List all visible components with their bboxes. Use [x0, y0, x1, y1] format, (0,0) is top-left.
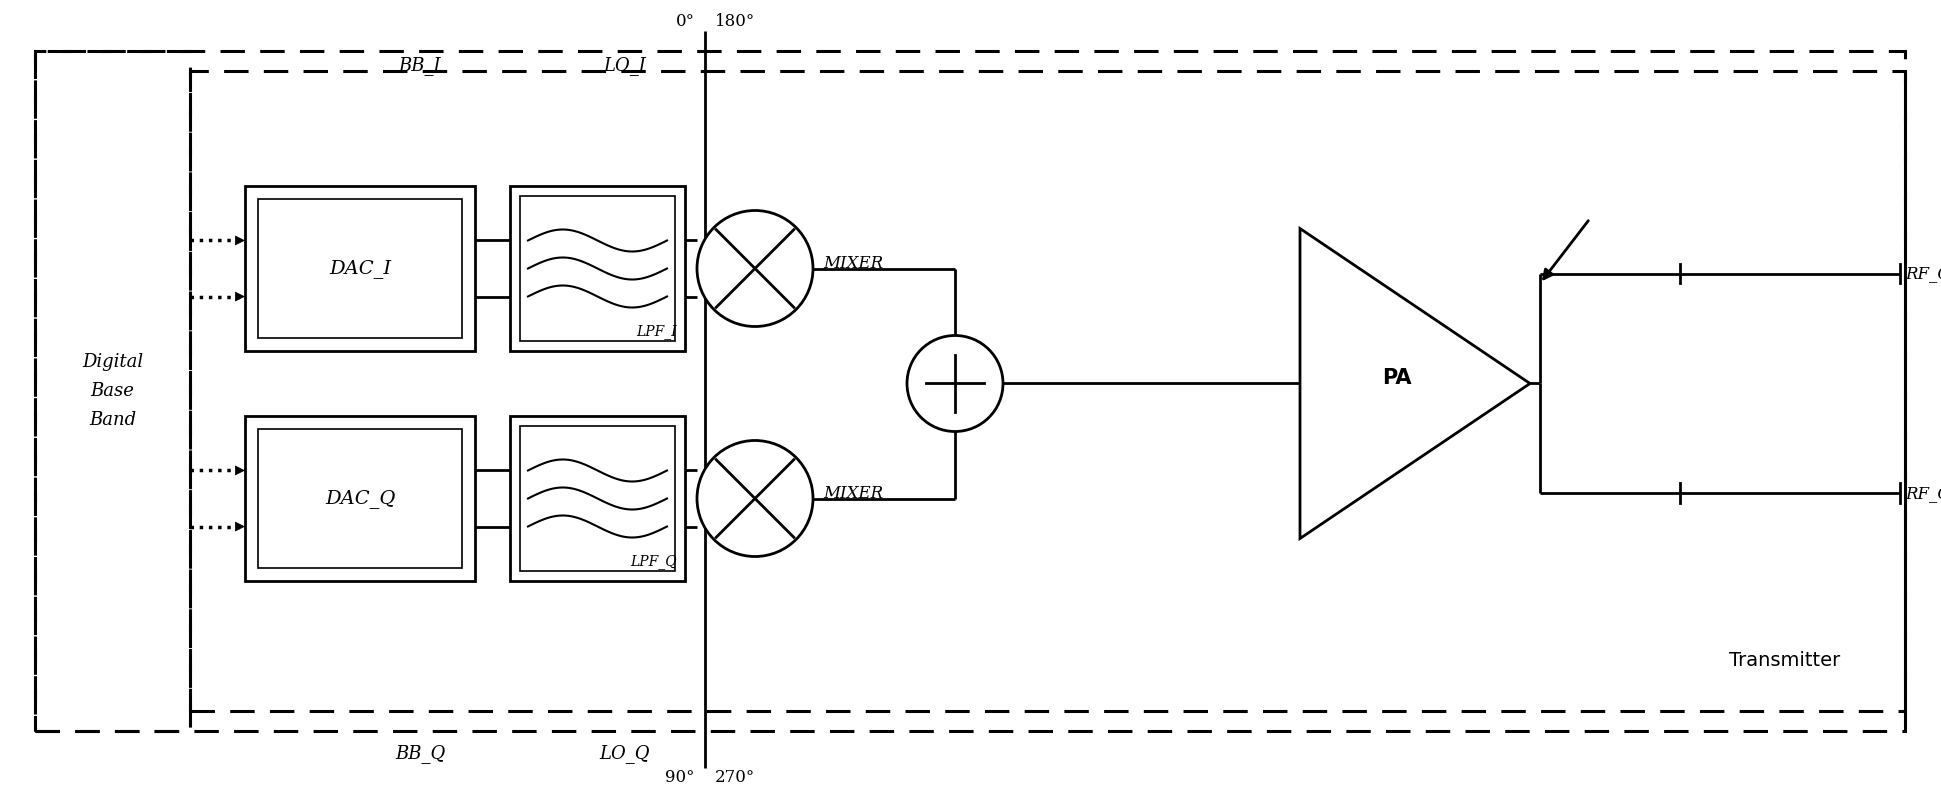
Text: Digital
Base
Band: Digital Base Band — [82, 353, 144, 429]
Polygon shape — [245, 186, 476, 351]
Text: LPF_I: LPF_I — [637, 324, 677, 339]
Polygon shape — [258, 199, 462, 338]
Text: MIXER: MIXER — [823, 255, 883, 272]
Circle shape — [697, 211, 813, 326]
Text: MIXER: MIXER — [823, 485, 883, 502]
Text: 0°: 0° — [675, 13, 695, 30]
Polygon shape — [510, 416, 685, 581]
Text: 270°: 270° — [714, 769, 755, 786]
Polygon shape — [1300, 229, 1530, 538]
Text: DAC_Q: DAC_Q — [324, 489, 396, 508]
Text: 180°: 180° — [714, 13, 755, 30]
Text: LO_Q: LO_Q — [600, 744, 650, 763]
Text: LO_I: LO_I — [604, 57, 646, 75]
Circle shape — [697, 440, 813, 556]
Text: RF_OUTP: RF_OUTP — [1904, 265, 1941, 282]
Polygon shape — [520, 426, 675, 571]
Text: PA: PA — [1382, 369, 1411, 388]
Text: DAC_I: DAC_I — [328, 259, 390, 278]
Polygon shape — [510, 186, 685, 351]
Circle shape — [906, 336, 1003, 432]
Text: LPF_Q: LPF_Q — [631, 554, 677, 569]
Text: 90°: 90° — [666, 769, 695, 786]
Polygon shape — [258, 429, 462, 568]
Polygon shape — [245, 416, 476, 581]
Text: RF_OUTN: RF_OUTN — [1904, 485, 1941, 502]
Text: BB_I: BB_I — [398, 57, 441, 75]
Text: BB_Q: BB_Q — [394, 744, 444, 763]
Text: Transmitter: Transmitter — [1729, 652, 1840, 670]
Polygon shape — [520, 196, 675, 341]
